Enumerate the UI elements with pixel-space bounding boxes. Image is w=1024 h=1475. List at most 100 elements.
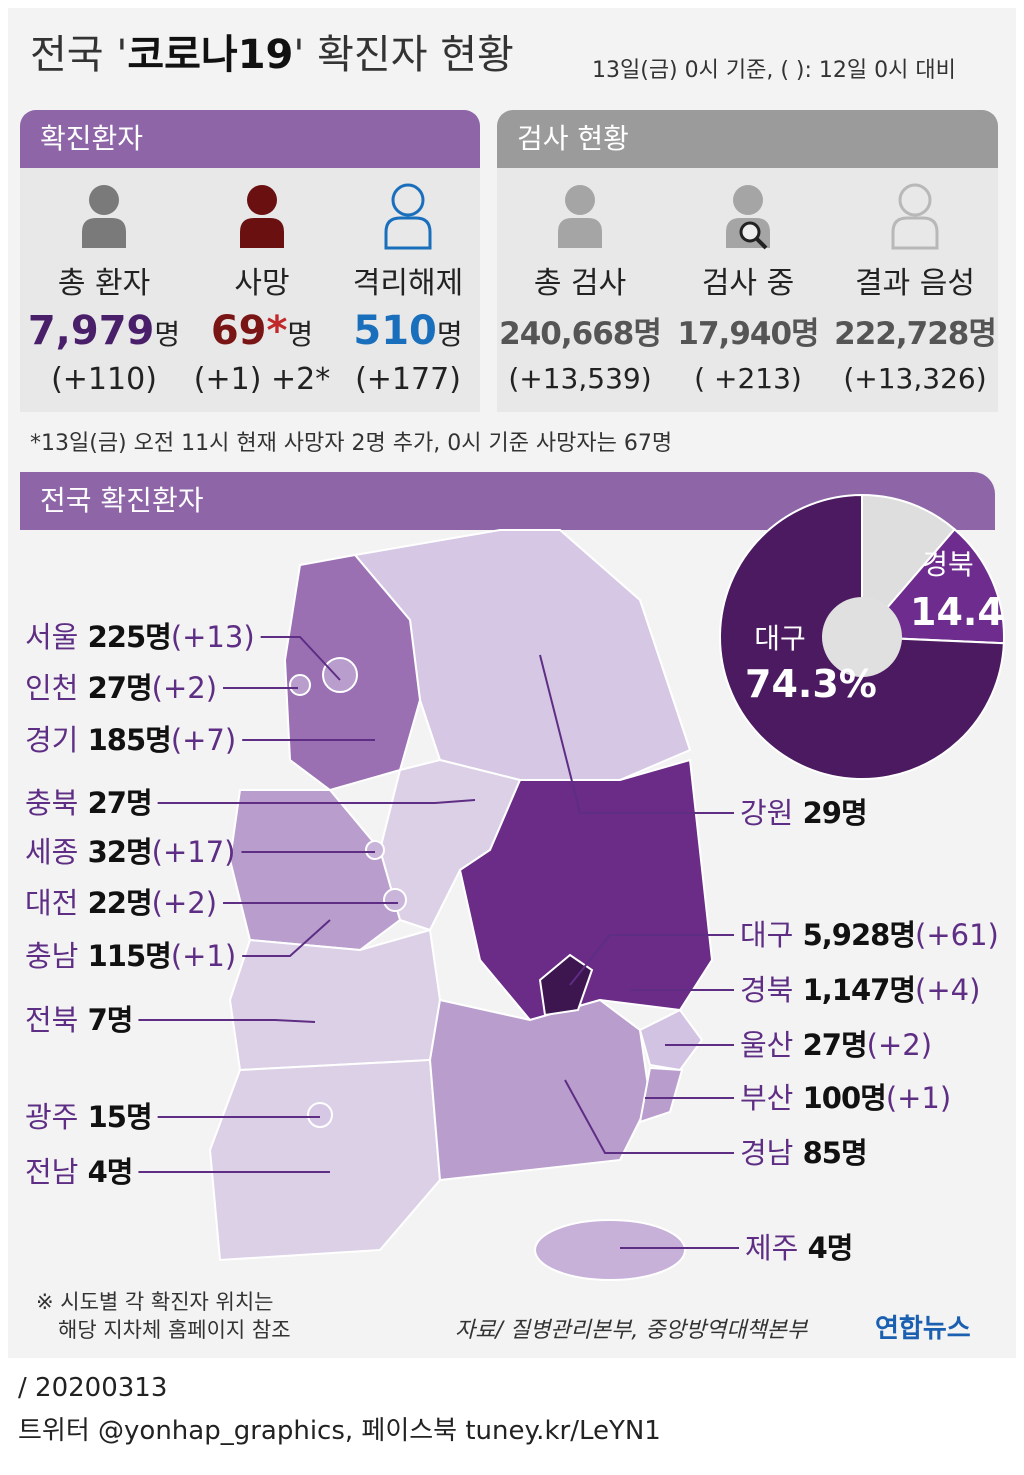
region-value: 27명 — [87, 671, 153, 705]
region-jeonbuk — [228, 928, 442, 1072]
title-text: ' 확진자 현황 — [293, 32, 514, 78]
region-value: 15명 — [87, 1100, 153, 1134]
stat-label: 격리해제 — [352, 266, 464, 301]
stat-number: 7,979 — [27, 308, 155, 354]
region-label: 서울 225명(+13) — [25, 617, 255, 657]
region-change: (+2) — [151, 671, 218, 705]
stat-label: 총 검사 — [533, 266, 627, 301]
region-value: 7명 — [87, 1003, 134, 1037]
region-name: 강원 — [740, 796, 794, 830]
stat-number: 69 — [210, 308, 267, 354]
region-change: (+2) — [866, 1028, 933, 1062]
panel-header: 검사 현황 — [497, 110, 998, 168]
region-incheon — [289, 674, 311, 696]
note-line: 해당 지차체 홈페이지 참조 — [58, 1318, 291, 1342]
logo: 연합뉴스 — [875, 1314, 971, 1344]
region-label: 경북 1,147명(+4) — [740, 970, 980, 1010]
subtitle: 13일(금) 0시 기준, ( ): 12일 0시 대비 — [592, 58, 956, 83]
region-value: 85명 — [802, 1136, 868, 1170]
pie-label: 경북 — [922, 548, 974, 581]
region-busan — [638, 1066, 684, 1124]
pie-slice — [861, 493, 956, 640]
region-sejong — [365, 840, 385, 860]
magnifier — [739, 221, 761, 243]
region-value: 27명 — [802, 1028, 868, 1062]
region-name: 경남 — [740, 1136, 794, 1170]
region-name: 인천 — [25, 671, 79, 705]
pie-hole — [822, 597, 902, 677]
person-icon — [558, 218, 602, 248]
pie-label: 대구 — [754, 622, 806, 655]
stat-label: 사망 — [234, 266, 290, 301]
leader-line — [260, 636, 341, 681]
stat-value: 17,940명 — [677, 316, 819, 352]
title-text: 코로나19 — [127, 32, 294, 78]
region-value: 225명 — [87, 620, 172, 654]
stat-value: 222,728명 — [834, 316, 997, 352]
note-line: ※ 시도별 각 확진자 위치는 — [36, 1290, 274, 1314]
region-label: 경기 185명(+7) — [25, 720, 236, 760]
footnote: *13일(금) 오전 11시 현재 사망자 2명 추가, 0시 기준 사망자는 … — [30, 431, 673, 456]
region-name: 대구 — [740, 918, 794, 952]
stat-change: (+13,326) — [843, 362, 987, 395]
region-label: 강원 29명 — [740, 793, 868, 833]
region-name: 전남 — [25, 1155, 79, 1189]
footer-date: / 20200313 — [18, 1373, 168, 1403]
region-change: (+7) — [170, 723, 237, 757]
title-text: 전국 ' — [30, 32, 128, 78]
region-value: 32명 — [87, 835, 153, 869]
region-name: 경북 — [740, 973, 794, 1007]
leader-line — [138, 1019, 316, 1023]
region-name: 부산 — [740, 1081, 794, 1115]
stat-unit: 명 — [287, 318, 314, 351]
region-chungnam — [228, 789, 402, 952]
stat-column: 총 검사 240,668명 (+13,539) — [495, 258, 665, 395]
pie-value-label: 74.3% — [745, 662, 877, 706]
region-label: 인천 27명(+2) — [25, 668, 217, 708]
region-gyeongbuk — [458, 758, 714, 1022]
person-icon — [898, 183, 932, 217]
region-change: (+1) — [885, 1081, 952, 1115]
stat-change: (+177) — [355, 362, 461, 397]
region-value: 185명 — [87, 723, 172, 757]
region-change: (+17) — [151, 835, 236, 869]
leader-line — [157, 799, 476, 804]
stat-marker: * — [266, 308, 288, 354]
region-ulsan — [638, 1008, 704, 1072]
region-label: 전남 4명 — [25, 1152, 133, 1192]
person-icon — [733, 185, 763, 215]
region-jeju — [534, 1219, 686, 1281]
person-icon — [565, 185, 595, 215]
stat-unit: 명 — [154, 318, 181, 351]
region-name: 광주 — [25, 1100, 79, 1134]
region-change: (+4) — [915, 973, 981, 1007]
stat-label: 검사 중 — [701, 266, 795, 301]
region-name: 대전 — [25, 886, 79, 920]
footer-social: 트위터 @yonhap_graphics, 페이스북 tuney.kr/LeYN… — [18, 1416, 661, 1446]
region-value: 22명 — [87, 886, 153, 920]
region-seoul — [322, 657, 358, 693]
stat-change: (+110) — [51, 362, 157, 397]
region-value: 115명 — [87, 939, 172, 973]
stat-value: 69*명 — [172, 308, 352, 360]
map-shapes — [208, 529, 714, 1281]
region-value: 5,928명 — [802, 918, 916, 952]
region-gwangju — [307, 1102, 333, 1128]
person-icon — [89, 185, 119, 215]
region-change: (+61) — [915, 918, 999, 952]
region-name: 세종 — [25, 835, 79, 869]
stat-column: 격리해제 510명 (+177) — [318, 258, 498, 397]
region-change: (+1) — [170, 939, 237, 973]
person-icon — [82, 218, 126, 248]
stat-label: 총 환자 — [57, 266, 151, 301]
stat-value: 7,979명 — [14, 308, 194, 360]
stat-column: 사망 69*명 (+1) +2* — [172, 258, 352, 397]
region-daejeon — [383, 888, 407, 912]
person-icon — [384, 216, 432, 250]
region-value: 100명 — [802, 1081, 887, 1115]
region-label: 전북 7명 — [25, 1000, 134, 1040]
region-name: 전북 — [25, 1003, 79, 1037]
panel-header: 확진환자 — [20, 110, 480, 168]
stat-change: (+1) +2* — [193, 362, 331, 397]
